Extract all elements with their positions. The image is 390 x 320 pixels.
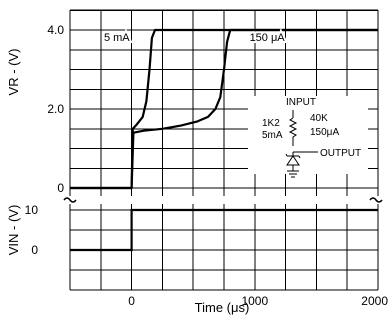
y-tick-label: 10 — [25, 203, 39, 217]
vin-curves — [70, 208, 378, 252]
series-line-vin — [70, 208, 378, 252]
y-tick-label: 2.0 — [47, 102, 64, 116]
x-tick-label: 0 — [128, 294, 135, 308]
resistor-right-value: 40K — [310, 113, 328, 124]
resistor-left-value: 1K2 — [262, 118, 280, 129]
axis-break-right — [369, 197, 383, 203]
x-tick-label: 2000 — [361, 294, 388, 308]
vin-y-tick-labels: 10 0 — [25, 203, 39, 257]
vin-grid — [69, 204, 379, 291]
x-axis-label: Time (μs) — [195, 300, 250, 315]
resistor-left-current: 5mA — [262, 130, 283, 141]
circuit-input-label: INPUT — [286, 97, 316, 108]
vr-axis-label: VR - (V) — [6, 49, 21, 96]
y-tick-label: 4.0 — [47, 23, 64, 37]
vr-series-labels: 5 mA 150 μA — [102, 30, 287, 46]
vin-axis-label: VIN - (V) — [6, 205, 21, 256]
series-label: 150 μA — [250, 32, 286, 44]
vr-y-tick-labels: 4.0 2.0 0 — [47, 23, 64, 195]
ground-symbol — [287, 170, 299, 178]
circuit-inset: INPUT 1K2 5mA 40K 150μA OUTPUT — [248, 96, 368, 178]
zener-diode-symbol — [285, 152, 301, 171]
series-label: 5 mA — [104, 32, 130, 44]
resistor-right-current: 150μA — [310, 127, 339, 138]
axis-break-marks — [63, 197, 383, 203]
x-tick-label: 1000 — [241, 294, 268, 308]
vin-panel: 10 0 0 1000 2000 VIN - (V) Time (μs) — [6, 203, 388, 315]
vr-curves — [70, 28, 378, 190]
resistor-symbol — [288, 117, 298, 146]
circuit-output-label: OUTPUT — [320, 148, 361, 159]
axis-break-left — [63, 197, 77, 203]
series-line-150ua — [70, 28, 378, 190]
circuit-background — [248, 96, 368, 174]
y-tick-label: 0 — [31, 243, 38, 257]
x-tick-labels: 0 1000 2000 — [128, 294, 388, 308]
y-tick-label: 0 — [57, 181, 64, 195]
